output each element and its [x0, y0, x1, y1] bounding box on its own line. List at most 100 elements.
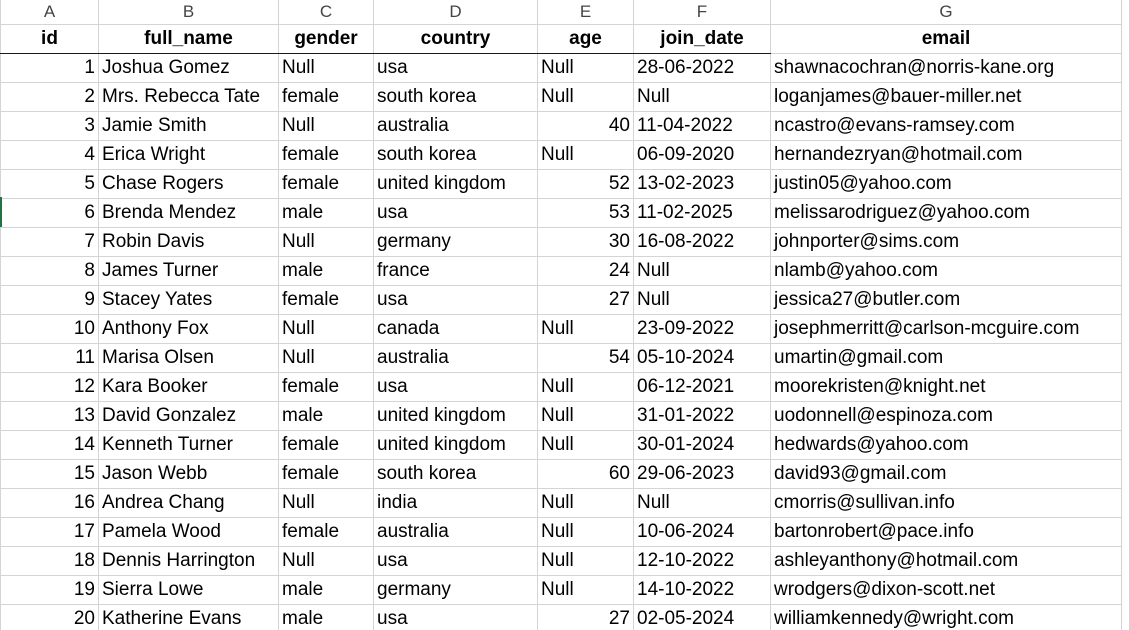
cell-email[interactable]: josephmerritt@carlson-mcguire.com	[770, 313, 1122, 344]
cell-country[interactable]: usa	[373, 603, 538, 630]
cell-email[interactable]: justin05@yahoo.com	[770, 168, 1122, 199]
cell-age[interactable]: 30	[537, 226, 634, 257]
cell-email[interactable]: cmorris@sullivan.info	[770, 487, 1122, 518]
cell-join-date[interactable]: 12-10-2022	[633, 545, 771, 576]
cell-email[interactable]: shawnacochran@norris-kane.org	[770, 52, 1122, 83]
cell-full-name[interactable]: James Turner	[98, 255, 279, 286]
cell-full-name[interactable]: Stacey Yates	[98, 284, 279, 315]
cell-age[interactable]: 52	[537, 168, 634, 199]
cell-country[interactable]: united kingdom	[373, 168, 538, 199]
cell-age[interactable]: 60	[537, 458, 634, 489]
cell-full-name[interactable]: David Gonzalez	[98, 400, 279, 431]
cell-country[interactable]: usa	[373, 52, 538, 83]
cell-full-name[interactable]: Jamie Smith	[98, 110, 279, 141]
cell-join-date[interactable]: 06-12-2021	[633, 371, 771, 402]
cell-join-date[interactable]: Null	[633, 255, 771, 286]
cell-country[interactable]: india	[373, 487, 538, 518]
cell-join-date[interactable]: 05-10-2024	[633, 342, 771, 373]
cell-age[interactable]: Null	[537, 371, 634, 402]
cell-country[interactable]: united kingdom	[373, 429, 538, 460]
cell-full-name[interactable]: Robin Davis	[98, 226, 279, 257]
cell-join-date[interactable]: Null	[633, 284, 771, 315]
cell-full-name[interactable]: Andrea Chang	[98, 487, 279, 518]
cell-age[interactable]: Null	[537, 429, 634, 460]
header-cell-email[interactable]: email	[770, 23, 1122, 54]
cell-join-date[interactable]: 13-02-2023	[633, 168, 771, 199]
column-letter-d[interactable]: D	[373, 0, 538, 25]
cell-country[interactable]: australia	[373, 110, 538, 141]
cell-country[interactable]: usa	[373, 197, 538, 228]
cell-join-date[interactable]: Null	[633, 487, 771, 518]
cell-id[interactable]: 10	[0, 313, 99, 344]
cell-join-date[interactable]: 10-06-2024	[633, 516, 771, 547]
cell-email[interactable]: ncastro@evans-ramsey.com	[770, 110, 1122, 141]
cell-gender[interactable]: Null	[278, 545, 374, 576]
cell-gender[interactable]: Null	[278, 313, 374, 344]
cell-country[interactable]: germany	[373, 226, 538, 257]
cell-age[interactable]: Null	[537, 516, 634, 547]
cell-join-date[interactable]: 29-06-2023	[633, 458, 771, 489]
cell-join-date[interactable]: 11-02-2025	[633, 197, 771, 228]
cell-email[interactable]: moorekristen@knight.net	[770, 371, 1122, 402]
cell-gender[interactable]: male	[278, 197, 374, 228]
header-cell-gender[interactable]: gender	[278, 23, 374, 54]
cell-country[interactable]: usa	[373, 545, 538, 576]
cell-full-name[interactable]: Sierra Lowe	[98, 574, 279, 605]
cell-join-date[interactable]: 02-05-2024	[633, 603, 771, 630]
cell-country[interactable]: australia	[373, 342, 538, 373]
cell-id[interactable]: 8	[0, 255, 99, 286]
header-cell-country[interactable]: country	[373, 23, 538, 54]
cell-age[interactable]: 53	[537, 197, 634, 228]
cell-email[interactable]: williamkennedy@wright.com	[770, 603, 1122, 630]
cell-age[interactable]: 40	[537, 110, 634, 141]
cell-gender[interactable]: female	[278, 284, 374, 315]
cell-gender[interactable]: female	[278, 516, 374, 547]
cell-id[interactable]: 18	[0, 545, 99, 576]
cell-age[interactable]: Null	[537, 313, 634, 344]
cell-full-name[interactable]: Dennis Harrington	[98, 545, 279, 576]
cell-full-name[interactable]: Erica Wright	[98, 139, 279, 170]
cell-join-date[interactable]: 28-06-2022	[633, 52, 771, 83]
column-letter-e[interactable]: E	[537, 0, 634, 25]
header-cell-id[interactable]: id	[0, 23, 99, 54]
cell-email[interactable]: loganjames@bauer-miller.net	[770, 81, 1122, 112]
cell-id[interactable]: 7	[0, 226, 99, 257]
cell-id[interactable]: 4	[0, 139, 99, 170]
cell-full-name[interactable]: Katherine Evans	[98, 603, 279, 630]
cell-join-date[interactable]: 16-08-2022	[633, 226, 771, 257]
cell-id[interactable]: 17	[0, 516, 99, 547]
header-cell-age[interactable]: age	[537, 23, 634, 54]
cell-country[interactable]: united kingdom	[373, 400, 538, 431]
cell-gender[interactable]: male	[278, 574, 374, 605]
cell-id[interactable]: 5	[0, 168, 99, 199]
cell-id[interactable]: 20	[0, 603, 99, 630]
cell-join-date[interactable]: 23-09-2022	[633, 313, 771, 344]
cell-gender[interactable]: female	[278, 81, 374, 112]
cell-gender[interactable]: Null	[278, 110, 374, 141]
cell-gender[interactable]: Null	[278, 487, 374, 518]
cell-age[interactable]: Null	[537, 400, 634, 431]
header-cell-full-name[interactable]: full_name	[98, 23, 279, 54]
cell-gender[interactable]: female	[278, 139, 374, 170]
cell-email[interactable]: jessica27@butler.com	[770, 284, 1122, 315]
cell-email[interactable]: david93@gmail.com	[770, 458, 1122, 489]
cell-id[interactable]: 15	[0, 458, 99, 489]
cell-id[interactable]: 3	[0, 110, 99, 141]
cell-gender[interactable]: male	[278, 400, 374, 431]
cell-full-name[interactable]: Marisa Olsen	[98, 342, 279, 373]
cell-full-name[interactable]: Jason Webb	[98, 458, 279, 489]
cell-full-name[interactable]: Kara Booker	[98, 371, 279, 402]
cell-age[interactable]: Null	[537, 52, 634, 83]
cell-gender[interactable]: Null	[278, 52, 374, 83]
cell-gender[interactable]: female	[278, 458, 374, 489]
cell-age[interactable]: Null	[537, 139, 634, 170]
cell-gender[interactable]: Null	[278, 342, 374, 373]
cell-age[interactable]: 27	[537, 284, 634, 315]
cell-full-name[interactable]: Kenneth Turner	[98, 429, 279, 460]
cell-country[interactable]: usa	[373, 284, 538, 315]
cell-join-date[interactable]: 06-09-2020	[633, 139, 771, 170]
cell-id[interactable]: 2	[0, 81, 99, 112]
cell-id[interactable]: 1	[0, 52, 99, 83]
cell-full-name[interactable]: Anthony Fox	[98, 313, 279, 344]
cell-full-name[interactable]: Mrs. Rebecca Tate	[98, 81, 279, 112]
